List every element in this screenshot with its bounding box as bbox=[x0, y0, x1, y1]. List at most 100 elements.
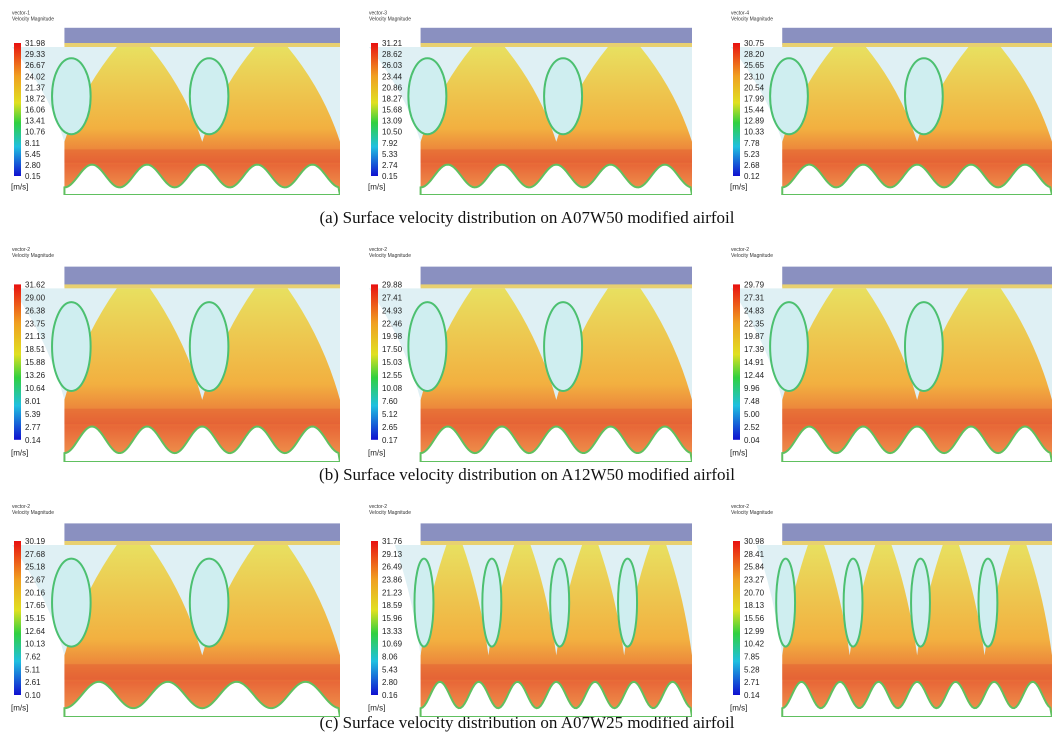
caption: (a) Surface velocity distribution on A07… bbox=[319, 208, 735, 227]
vortex-lobe bbox=[910, 557, 931, 648]
legend-value: 12.99 bbox=[744, 627, 765, 636]
legend-value: 23.86 bbox=[382, 576, 403, 585]
legend-quantity: Velocity Magnitude bbox=[12, 17, 54, 23]
legend-unit: [m/s] bbox=[11, 182, 28, 191]
legend-value: 18.72 bbox=[25, 94, 46, 103]
vortex-lobe bbox=[769, 301, 809, 392]
vortex-lobe bbox=[977, 557, 999, 648]
vortex-lobe bbox=[549, 557, 571, 648]
vortex-lobe bbox=[51, 57, 92, 136]
legend-value: 0.14 bbox=[25, 436, 41, 445]
legend-value: 29.88 bbox=[382, 280, 403, 289]
top-edge bbox=[420, 43, 692, 47]
legend-value: 0.15 bbox=[382, 172, 398, 181]
legend-value: 15.56 bbox=[744, 614, 765, 623]
legend-value: 10.76 bbox=[25, 128, 46, 137]
legend-value: 2.52 bbox=[744, 423, 760, 432]
legend-value: 0.12 bbox=[744, 172, 760, 181]
caption: (b) Surface velocity distribution on A12… bbox=[319, 465, 735, 484]
legend-value: 13.33 bbox=[382, 627, 403, 636]
legend-bar bbox=[14, 541, 21, 695]
high-velocity-band bbox=[782, 408, 1052, 425]
vortex-lobe bbox=[769, 57, 809, 136]
legend-value: 26.67 bbox=[25, 61, 46, 70]
legend-value: 27.68 bbox=[25, 550, 46, 559]
legend-value: 15.03 bbox=[382, 358, 403, 367]
legend-label: vector-2 bbox=[731, 247, 749, 253]
legend-value: 23.75 bbox=[25, 319, 46, 328]
vortex-lobe bbox=[188, 301, 230, 392]
legend-value: 22.35 bbox=[744, 319, 765, 328]
legend-value: 10.69 bbox=[382, 640, 403, 649]
legend-value: 15.88 bbox=[25, 358, 46, 367]
legend-value: 18.27 bbox=[382, 94, 403, 103]
legend-value: 0.15 bbox=[25, 172, 41, 181]
top-edge bbox=[782, 284, 1052, 289]
legend-label: vector-4 bbox=[731, 11, 749, 17]
high-velocity-band bbox=[782, 149, 1052, 163]
low-velocity-region bbox=[287, 288, 340, 400]
legend-value: 31.76 bbox=[382, 537, 403, 546]
legend-value: 26.49 bbox=[382, 563, 403, 572]
legend-value: 8.01 bbox=[25, 397, 41, 406]
legend-value: 15.96 bbox=[382, 614, 403, 623]
high-velocity-band bbox=[64, 149, 340, 163]
vortex-lobe bbox=[407, 301, 448, 392]
vortex-lobe bbox=[407, 57, 448, 136]
vortex-lobe bbox=[903, 57, 944, 136]
legend-value: 0.17 bbox=[382, 436, 398, 445]
vortex-lobe bbox=[413, 557, 435, 648]
legend-value: 10.42 bbox=[744, 640, 765, 649]
legend-value: 24.83 bbox=[744, 306, 765, 315]
legend-value: 30.75 bbox=[744, 39, 765, 48]
top-edge bbox=[782, 541, 1052, 545]
high-velocity-band bbox=[420, 408, 692, 425]
legend-quantity: Velocity Magnitude bbox=[369, 17, 411, 23]
legend-value: 24.93 bbox=[382, 306, 403, 315]
legend-bar bbox=[14, 43, 21, 176]
vortex-lobe bbox=[188, 557, 230, 648]
legend-value: 19.87 bbox=[744, 332, 765, 341]
legend-unit: [m/s] bbox=[368, 703, 385, 712]
airfoil-surface bbox=[781, 163, 1052, 195]
legend-value: 7.78 bbox=[744, 139, 760, 148]
legend-unit: [m/s] bbox=[368, 182, 385, 191]
airfoil-surface bbox=[419, 163, 692, 195]
legend-bar bbox=[14, 284, 21, 440]
legend-value: 18.13 bbox=[744, 601, 765, 610]
low-velocity-region bbox=[1000, 288, 1052, 400]
legend-value: 31.21 bbox=[382, 39, 403, 48]
airfoil-surface bbox=[63, 425, 340, 462]
top-edge bbox=[64, 541, 340, 545]
low-velocity-region bbox=[287, 545, 340, 656]
legend-label: vector-2 bbox=[12, 504, 30, 510]
legend-value: 0.14 bbox=[744, 691, 760, 700]
legend-value: 18.59 bbox=[382, 601, 403, 610]
legend-value: 27.31 bbox=[744, 293, 765, 302]
legend-label: vector-2 bbox=[12, 247, 30, 253]
low-velocity-region bbox=[287, 47, 340, 142]
legend-value: 17.65 bbox=[25, 601, 46, 610]
legend-value: 13.09 bbox=[382, 117, 403, 126]
legend-unit: [m/s] bbox=[11, 448, 28, 457]
legend-bar bbox=[371, 284, 378, 440]
legend-quantity: Velocity Magnitude bbox=[731, 510, 773, 516]
vortex-lobe bbox=[51, 557, 92, 648]
low-velocity-region bbox=[640, 288, 692, 400]
legend-value: 7.48 bbox=[744, 397, 760, 406]
legend-value: 20.86 bbox=[382, 83, 403, 92]
legend-value: 2.61 bbox=[25, 678, 41, 687]
legend-value: 0.16 bbox=[382, 691, 398, 700]
legend-label: vector-2 bbox=[731, 504, 749, 510]
legend-value: 5.00 bbox=[744, 410, 760, 419]
legend-value: 5.33 bbox=[382, 150, 398, 159]
legend-bar bbox=[371, 541, 378, 695]
legend-value: 7.85 bbox=[744, 653, 760, 662]
legend-bar bbox=[371, 43, 378, 176]
airfoil-surface bbox=[781, 680, 1052, 717]
